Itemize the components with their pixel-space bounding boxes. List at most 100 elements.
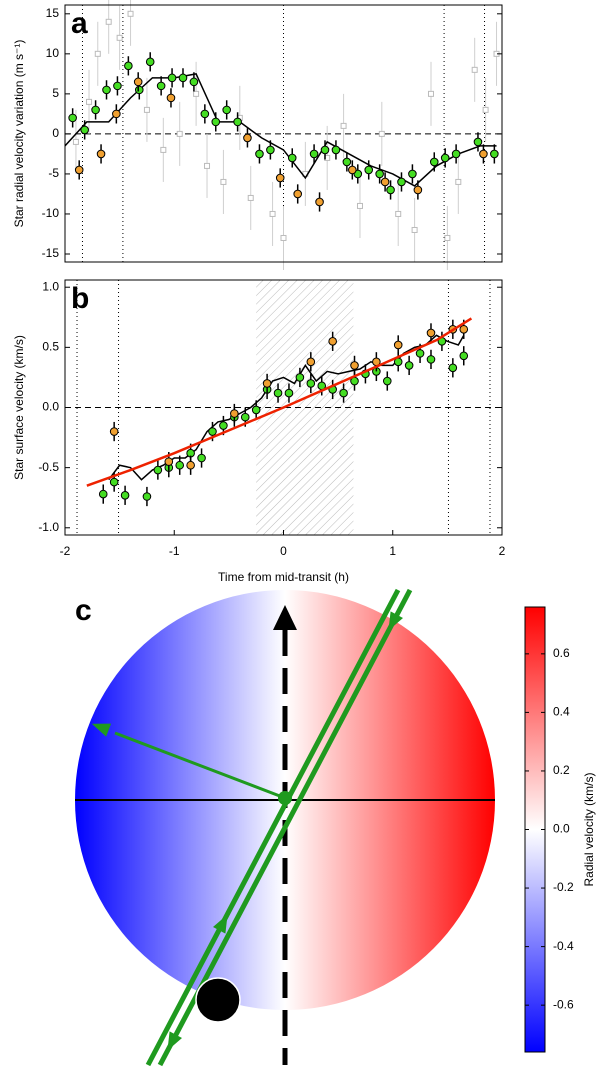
data-point xyxy=(348,165,357,175)
data-point xyxy=(364,165,374,175)
data-point xyxy=(247,194,254,201)
data-point xyxy=(164,457,174,466)
data-point xyxy=(427,90,434,97)
data-point xyxy=(280,234,287,241)
data-point xyxy=(284,388,294,398)
colorbar-tick-label: 0.6 xyxy=(553,646,570,660)
data-point xyxy=(105,18,112,25)
data-point xyxy=(429,157,439,167)
data-point xyxy=(91,105,100,115)
colorbar-title: Radial velocity (km/s) xyxy=(582,772,596,886)
data-point xyxy=(408,169,417,179)
data-point xyxy=(339,388,348,398)
data-point xyxy=(350,361,359,370)
data-point xyxy=(222,105,231,115)
data-point xyxy=(375,169,384,179)
star-center xyxy=(278,791,292,805)
data-point xyxy=(211,117,221,127)
arrowhead xyxy=(213,914,228,934)
data-point xyxy=(124,61,133,71)
colorbar-tick-label: -0.2 xyxy=(553,880,574,894)
data-point xyxy=(266,145,275,155)
data-point xyxy=(220,178,227,185)
data-point xyxy=(160,146,167,153)
y-tick-label: 15 xyxy=(46,6,60,20)
data-point xyxy=(295,373,305,382)
panel-label: b xyxy=(71,282,89,315)
data-point xyxy=(133,77,143,87)
colorbar-tick-label: -0.6 xyxy=(553,997,574,1011)
data-point xyxy=(320,145,330,155)
data-point xyxy=(293,189,303,199)
data-point xyxy=(143,106,150,113)
data-point xyxy=(451,149,461,159)
data-point xyxy=(479,149,488,159)
data-point xyxy=(189,77,199,87)
data-point xyxy=(413,185,423,195)
panel-label: c xyxy=(75,594,92,627)
data-point xyxy=(273,388,283,398)
data-point xyxy=(315,197,324,207)
data-point xyxy=(269,210,276,217)
orbit-normal xyxy=(114,731,286,800)
colorbar-tick-label: 0.2 xyxy=(553,763,570,777)
data-point xyxy=(80,125,89,135)
panel-label: a xyxy=(71,7,88,40)
model-line xyxy=(86,317,473,487)
data-point xyxy=(200,109,210,119)
x-tick-label: -2 xyxy=(60,544,71,558)
data-point xyxy=(331,145,341,155)
data-point xyxy=(153,465,163,475)
y-tick-label: 10 xyxy=(46,46,60,60)
data-point xyxy=(120,491,130,500)
x-tick-label: 0 xyxy=(280,544,287,558)
data-point xyxy=(197,453,206,463)
data-point xyxy=(287,153,297,163)
y-tick-label: -5 xyxy=(48,166,59,180)
data-point xyxy=(68,113,77,123)
arrowhead xyxy=(167,1031,182,1051)
data-point xyxy=(342,157,352,167)
data-point xyxy=(167,73,177,83)
data-point xyxy=(386,185,395,195)
colorbar-tick-label: 0.4 xyxy=(553,705,570,719)
data-point xyxy=(459,351,469,361)
data-point xyxy=(109,427,119,436)
data-point xyxy=(98,489,108,499)
data-point xyxy=(127,10,134,17)
data-point xyxy=(102,85,111,95)
data-point xyxy=(208,427,217,436)
data-point xyxy=(393,340,403,350)
y-tick-label: -10 xyxy=(42,206,60,220)
y-tick-label: 0.5 xyxy=(42,340,59,354)
data-point xyxy=(397,177,406,187)
data-point xyxy=(328,337,337,346)
data-point xyxy=(275,173,285,183)
data-point xyxy=(94,50,101,57)
data-point xyxy=(240,412,250,422)
data-point xyxy=(251,405,261,415)
data-point xyxy=(340,122,347,129)
y-tick-label: -15 xyxy=(42,246,60,260)
data-point xyxy=(440,153,450,163)
y-tick-label: -0.5 xyxy=(38,460,59,474)
y-tick-label: 0.0 xyxy=(42,400,59,414)
data-point xyxy=(473,137,483,147)
x-tick-label: 1 xyxy=(389,544,396,558)
data-point xyxy=(96,149,106,159)
data-point xyxy=(306,357,316,367)
arrowhead xyxy=(388,611,403,631)
data-point xyxy=(448,363,458,373)
data-point xyxy=(306,379,316,388)
data-point xyxy=(444,234,451,241)
data-point xyxy=(356,202,363,209)
data-point xyxy=(426,328,436,338)
orbit-path xyxy=(145,588,401,1067)
data-point xyxy=(490,149,499,159)
data-point xyxy=(86,98,93,105)
y-tick-label: 5 xyxy=(52,86,59,100)
arrowhead xyxy=(91,723,112,737)
data-point xyxy=(378,130,385,137)
x-axis-title: Time from mid-transit (h) xyxy=(218,570,349,584)
